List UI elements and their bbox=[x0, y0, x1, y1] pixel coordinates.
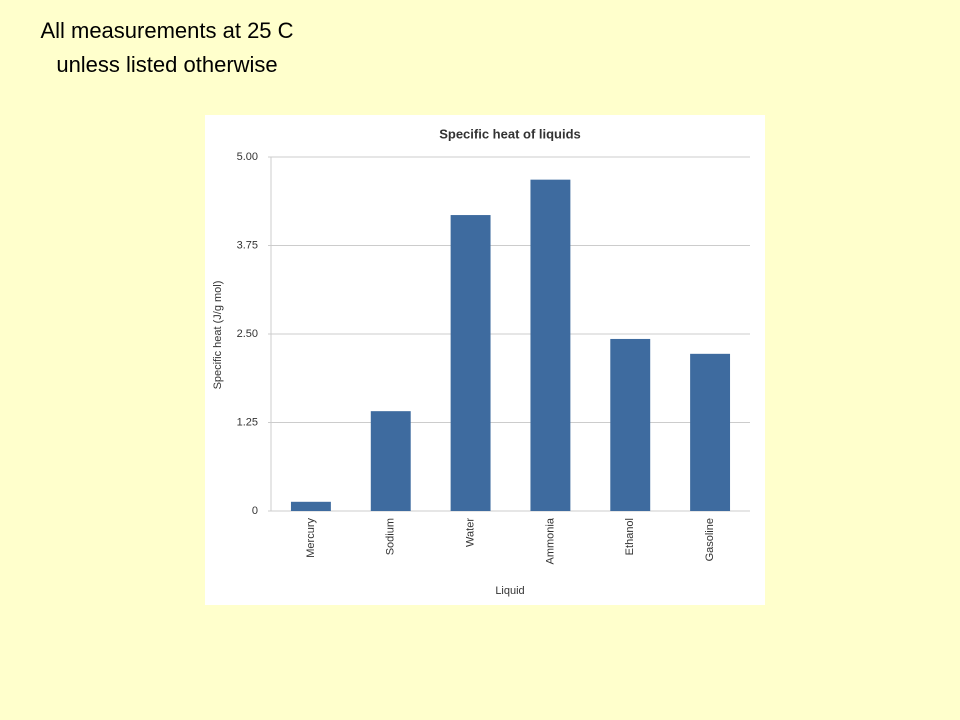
x-axis-label: Liquid bbox=[495, 585, 524, 597]
x-tick-label: Sodium bbox=[385, 518, 397, 555]
chart-title: Specific heat of liquids bbox=[439, 126, 581, 141]
x-tick-label: Gasoline bbox=[704, 518, 716, 561]
y-tick-label: 3.75 bbox=[237, 239, 258, 251]
y-tick-label: 1.25 bbox=[237, 416, 258, 428]
note-line: All measurements at 25 C bbox=[40, 18, 293, 43]
x-tick-label: Water bbox=[464, 518, 476, 547]
y-tick-label: 0 bbox=[252, 505, 258, 517]
y-tick-label: 2.50 bbox=[237, 328, 258, 340]
x-tick-label: Mercury bbox=[305, 518, 317, 558]
note-line: unless listed otherwise bbox=[56, 52, 277, 77]
bar bbox=[290, 501, 331, 511]
x-tick-label: Ethanol bbox=[624, 518, 636, 555]
bar bbox=[450, 215, 491, 511]
y-axis-label: Specific heat (J/g mol) bbox=[212, 281, 224, 390]
x-tick-label: Ammonia bbox=[544, 517, 556, 564]
bar bbox=[610, 338, 651, 511]
bar bbox=[690, 353, 731, 511]
y-tick-label: 5.00 bbox=[237, 151, 258, 163]
bar bbox=[370, 411, 411, 511]
bar bbox=[530, 179, 571, 511]
